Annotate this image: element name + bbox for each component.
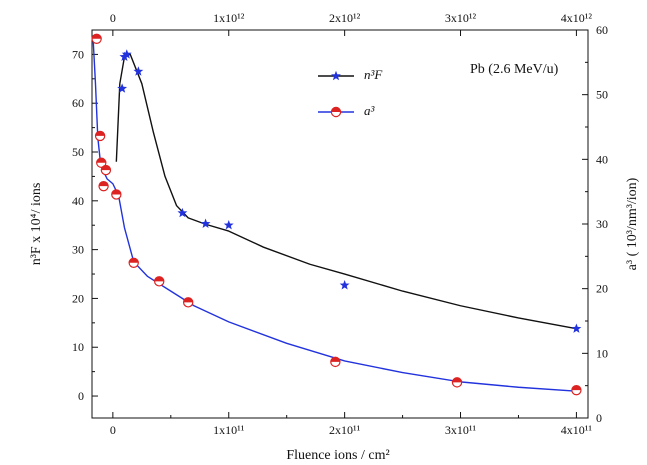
- a-data-point: [96, 157, 107, 168]
- y-right-tick-label: 50: [596, 88, 608, 102]
- nF-data-point: [339, 280, 350, 290]
- y-left-tick-label: 70: [72, 47, 84, 61]
- legend-a-circle-fill: [331, 107, 341, 112]
- a-data-point-fill: [571, 385, 582, 391]
- y-axis-left-label: n³F x 10⁴/ ions: [29, 183, 44, 266]
- y-left-tick-label: 20: [72, 291, 84, 305]
- x-tick-label: 0: [110, 423, 116, 437]
- a-data-point: [451, 377, 463, 388]
- a-data-point: [128, 257, 139, 268]
- top-tick-label: 0: [110, 11, 116, 25]
- a-data-point: [100, 164, 112, 176]
- y-axis-right-label: a³ ( 10³/nm³/ion): [625, 177, 640, 270]
- data-markers: [91, 33, 582, 396]
- x-tick-label: 4x10¹¹: [561, 423, 593, 437]
- legend: n³F a³: [318, 67, 383, 118]
- a-data-point-fill: [95, 131, 105, 136]
- legend-nF-star-icon: [331, 70, 341, 81]
- a-data-point-fill: [92, 34, 102, 39]
- a-data-point-fill: [330, 357, 340, 362]
- legend-nF-label: n³F: [364, 67, 383, 82]
- legend-a-label: a³: [364, 103, 376, 118]
- nF-data-point: [223, 220, 234, 230]
- a-data-point-fill: [183, 297, 193, 303]
- a-data-point: [182, 297, 194, 308]
- y-left-tick-label: 10: [72, 340, 84, 354]
- nF-data-point: [121, 49, 132, 59]
- top-tick-label: 1x10¹²: [213, 11, 245, 25]
- nF-data-point: [200, 218, 211, 228]
- a-data-point-fill: [101, 165, 111, 171]
- x-tick-label: 3x10¹¹: [445, 423, 477, 437]
- a-data-point: [571, 384, 582, 396]
- y-right-tick-label: 0: [596, 411, 602, 425]
- top-tick-label: 2x10¹²: [329, 11, 361, 25]
- annotation-label: Pb (2.6 MeV/u): [470, 62, 559, 77]
- a-data-point: [98, 180, 109, 192]
- a-data-point: [154, 276, 165, 287]
- x-axis-label: Fluence ions / cm²: [286, 448, 389, 463]
- y-right-tick-label: 30: [596, 217, 608, 231]
- nF-data-point: [177, 207, 188, 218]
- top-tick-label: 4x10¹²: [561, 11, 593, 25]
- y-left-tick-label: 40: [72, 194, 84, 208]
- y-right-tick-label: 40: [596, 152, 608, 166]
- a-data-point: [111, 189, 122, 200]
- x-tick-label: 1x10¹¹: [213, 423, 245, 437]
- y-left-tick-label: 60: [72, 96, 84, 110]
- top-tick-label: 3x10¹²: [445, 11, 477, 25]
- a-data-point-fill: [129, 258, 139, 263]
- x-tick-label: 2x10¹¹: [329, 423, 361, 437]
- y-right-tick-label: 10: [596, 346, 608, 360]
- nF-fit-curve: [115, 53, 577, 330]
- y-left-tick-label: 50: [72, 145, 84, 159]
- nF-data-point: [117, 83, 128, 93]
- nF-data-point: [133, 66, 144, 76]
- a-fit-curve: [92, 39, 577, 392]
- a-data-point-fill: [96, 158, 106, 163]
- y-left-tick-label: 30: [72, 243, 84, 257]
- y-right-tick-label: 20: [596, 282, 608, 296]
- a-data-point: [91, 33, 102, 44]
- a-data-point-fill: [452, 377, 462, 383]
- a-data-point: [330, 356, 341, 368]
- a-data-point: [94, 130, 106, 142]
- a-data-point-fill: [154, 276, 164, 282]
- y-right-tick-label: 60: [596, 23, 608, 37]
- fit-curves: [92, 39, 577, 392]
- a-data-point-fill: [98, 181, 109, 187]
- nF-data-point: [571, 323, 582, 333]
- a-data-point-fill: [111, 189, 121, 195]
- y-left-tick-label: 0: [78, 389, 84, 403]
